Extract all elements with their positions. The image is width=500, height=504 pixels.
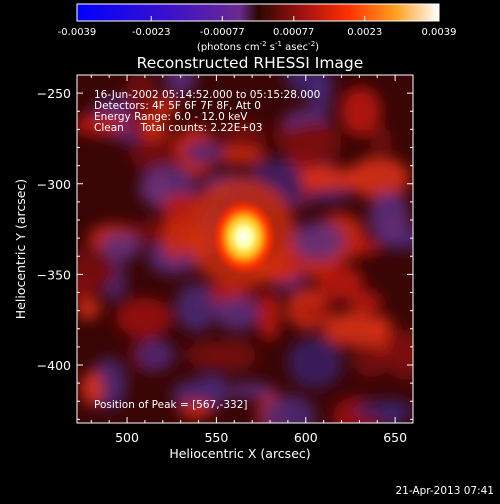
noise-blob	[115, 297, 172, 338]
noise-blob	[368, 191, 410, 242]
colorbar-label: (photons cm-2 s-1 asec-2)	[197, 40, 319, 53]
noise-blob	[292, 220, 345, 261]
noise-blob	[353, 400, 413, 421]
noise-blob	[309, 75, 332, 119]
info-line-clean: Clean Total counts: 2.22E+03	[94, 122, 263, 134]
colorbar-tick-label: 0.00077	[273, 27, 314, 38]
noise-blob	[211, 147, 266, 164]
noise-blob	[125, 75, 156, 122]
y-tick-label: −350	[37, 267, 71, 282]
noise-blob	[370, 127, 393, 153]
noise-blob	[179, 400, 213, 420]
noise-blob	[215, 296, 259, 331]
noise-blob	[316, 265, 365, 302]
noise-blob	[346, 239, 381, 256]
colorbar-tick-label: -0.00077	[200, 27, 245, 38]
x-tick-label: 500	[115, 430, 139, 445]
noise-blob	[136, 339, 175, 371]
colorbar-tick-label: 0.0023	[347, 27, 382, 38]
noise-blob	[196, 374, 228, 392]
noise-blob	[383, 329, 413, 381]
chart-title: Reconstructed RHESSI Image	[137, 54, 364, 72]
noise-blob	[300, 167, 360, 191]
noise-blob	[162, 214, 189, 261]
plot-frame	[76, 74, 414, 424]
noise-blob	[77, 297, 101, 320]
timestamp: 21-Apr-2013 07:41	[395, 485, 494, 497]
info-line-time: 16-Jun-2002 05:14:52.000 to 05:15:28.000	[94, 89, 320, 101]
noise-blob	[77, 249, 117, 293]
noise-blob	[214, 340, 257, 371]
y-tick-label: −400	[37, 358, 71, 373]
noise-blob	[261, 394, 316, 423]
heatmap-image	[77, 75, 413, 423]
colorbar-tick-label: -0.0039	[58, 27, 97, 38]
noise-blob	[257, 291, 282, 342]
peak-position-label: Position of Peak = [567,-332]	[94, 399, 248, 411]
noise-blob	[100, 232, 141, 262]
noise-blob	[140, 116, 165, 142]
noise-blob	[340, 87, 382, 136]
noise-blob	[347, 156, 410, 199]
noise-blob	[285, 121, 342, 167]
info-line-energy: Energy Range: 6.0 - 12.0 keV	[94, 111, 248, 123]
colorbar-ticks: -0.0039 -0.0023 -0.00077 0.00077 0.0023 0.003…	[58, 16, 457, 38]
noise-blob	[175, 282, 218, 332]
y-axis-label: Heliocentric Y (arcsec)	[13, 179, 28, 319]
noise-blob	[350, 291, 383, 313]
y-tick-label: −250	[37, 86, 71, 101]
x-axis-label: Heliocentric X (arcsec)	[169, 446, 310, 461]
y-tick-label: −300	[37, 177, 71, 192]
noise-blob	[322, 311, 385, 347]
noise-blob	[150, 97, 179, 117]
noise-blob	[164, 75, 196, 95]
noise-blob	[294, 303, 333, 320]
emission-peak	[212, 199, 276, 275]
x-tick-label: 600	[294, 430, 318, 445]
noise-blob	[287, 336, 343, 389]
noise-blob	[77, 113, 129, 136]
x-tick-label: 650	[383, 430, 407, 445]
colorbar-tick-label: -0.0023	[132, 27, 171, 38]
info-line-detectors: Detectors: 4F 5F 6F 7F 8F, Att 0	[94, 100, 261, 112]
axes-ticks: 500 550 600 650 −250 −300 −350 −400	[37, 74, 414, 445]
noise-blob	[184, 140, 224, 165]
noise-blob	[80, 370, 104, 406]
colorbar-tick-label: 0.0039	[422, 27, 457, 38]
colorbar	[76, 3, 440, 22]
noise-blob	[228, 382, 275, 399]
x-tick-label: 550	[204, 430, 228, 445]
